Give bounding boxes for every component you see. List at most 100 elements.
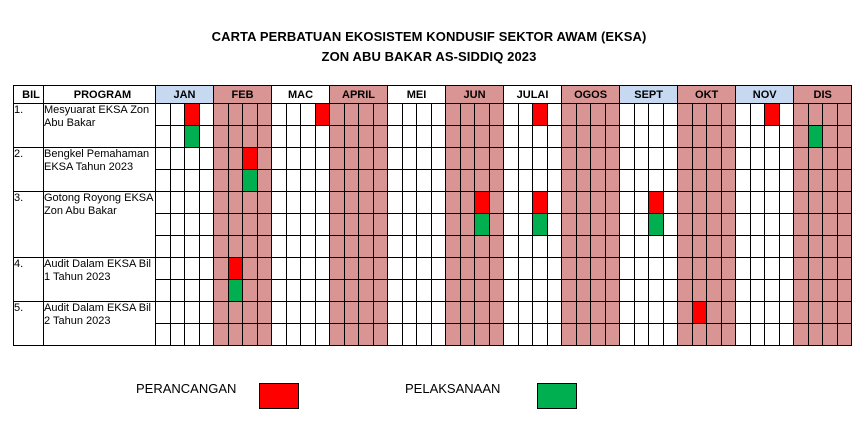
program-number: 4. (13, 257, 44, 302)
week-cell (474, 103, 490, 126)
week-cell (329, 147, 345, 170)
week-cell (198, 323, 214, 346)
week-cell (662, 257, 679, 280)
week-cell (691, 279, 708, 302)
week-cell (590, 169, 606, 192)
week-cell (604, 257, 621, 280)
header-row: BIL PROGRAM JAN FEB MAC APRIL MEI JUN JULAI OGO… (13, 85, 853, 104)
gantt-table: BIL PROGRAM JAN FEB MAC APRIL MEI JUN JULAI OGO… (13, 85, 853, 346)
week-cell (735, 169, 751, 192)
week-cell (155, 235, 171, 258)
week-cell (474, 147, 490, 170)
week-cell (314, 169, 330, 192)
week-cell (155, 147, 171, 170)
week-cell (430, 257, 446, 280)
week-cell (314, 301, 330, 324)
week-cell (416, 147, 432, 170)
week-cell (184, 257, 200, 280)
week-cell (706, 213, 722, 236)
week-cell (546, 257, 563, 280)
week-cell (314, 213, 330, 236)
plan-mark (184, 103, 200, 126)
week-cell (633, 279, 650, 302)
week-cell (764, 257, 780, 280)
week-cell (430, 235, 446, 258)
week-cell (619, 279, 635, 302)
program-row: 3. Gotong Royong EKSA Zon Abu Bakar (13, 191, 853, 258)
week-cell (416, 323, 432, 346)
week-cell (271, 103, 287, 126)
week-cell (604, 235, 621, 258)
week-cell (387, 169, 403, 192)
week-cell (416, 235, 432, 258)
week-cell (546, 169, 563, 192)
week-cell (213, 169, 229, 192)
week-cell (387, 213, 403, 236)
week-cell (358, 301, 374, 324)
week-cell (169, 257, 185, 280)
week-cell (459, 169, 475, 192)
week-cell (517, 213, 534, 236)
program-row (14, 235, 853, 258)
week-cell (445, 147, 461, 170)
plan-mark (764, 103, 780, 126)
week-cell (561, 147, 577, 170)
week-cell (285, 169, 301, 192)
week-cell (314, 279, 330, 302)
week-cell (778, 169, 795, 192)
week-cell (836, 279, 853, 302)
week-cell (793, 213, 809, 236)
week-cell (575, 191, 592, 214)
week-cell (227, 103, 243, 126)
week-cell (300, 169, 316, 192)
week-cell (416, 169, 432, 192)
legend-plan-label: PERANCANGAN (136, 381, 237, 396)
week-cell (474, 257, 490, 280)
week-cell (662, 125, 679, 148)
week-cell (314, 235, 330, 258)
week-cell (445, 323, 461, 346)
week-cell (546, 323, 563, 346)
week-cell (561, 103, 577, 126)
week-cell (445, 301, 461, 324)
week-cell (720, 147, 737, 170)
month-header-feb: FEB (213, 85, 273, 104)
week-cell (227, 125, 243, 148)
week-cell (749, 213, 766, 236)
week-cell (213, 323, 229, 346)
week-cell (764, 191, 780, 214)
week-cell (677, 323, 693, 346)
week-cell (691, 147, 708, 170)
week-cell (155, 213, 171, 236)
week-cell (256, 213, 272, 236)
legend-exec-swatch (537, 383, 577, 409)
week-cell (387, 301, 403, 324)
program-number: 3. (13, 191, 44, 258)
week-cell (503, 235, 519, 258)
week-cell (836, 169, 853, 192)
week-cell (633, 235, 650, 258)
week-cell (590, 125, 606, 148)
week-cell (764, 235, 780, 258)
week-cell (358, 169, 374, 192)
week-cell (198, 125, 214, 148)
week-cell (329, 235, 345, 258)
week-cell (778, 301, 795, 324)
week-cell (242, 301, 258, 324)
week-cell (720, 103, 737, 126)
week-cell (445, 213, 461, 236)
week-cell (169, 235, 185, 258)
week-cell (445, 125, 461, 148)
week-cell (358, 279, 374, 302)
week-cell (648, 257, 664, 280)
week-cell (285, 147, 301, 170)
week-cell (227, 169, 243, 192)
week-cell (271, 301, 287, 324)
exec-mark (474, 213, 490, 236)
week-cell (372, 125, 388, 148)
week-cell (836, 213, 853, 236)
week-cell (242, 257, 258, 280)
week-cell (155, 125, 171, 148)
week-cell (459, 301, 475, 324)
week-cell (474, 279, 490, 302)
